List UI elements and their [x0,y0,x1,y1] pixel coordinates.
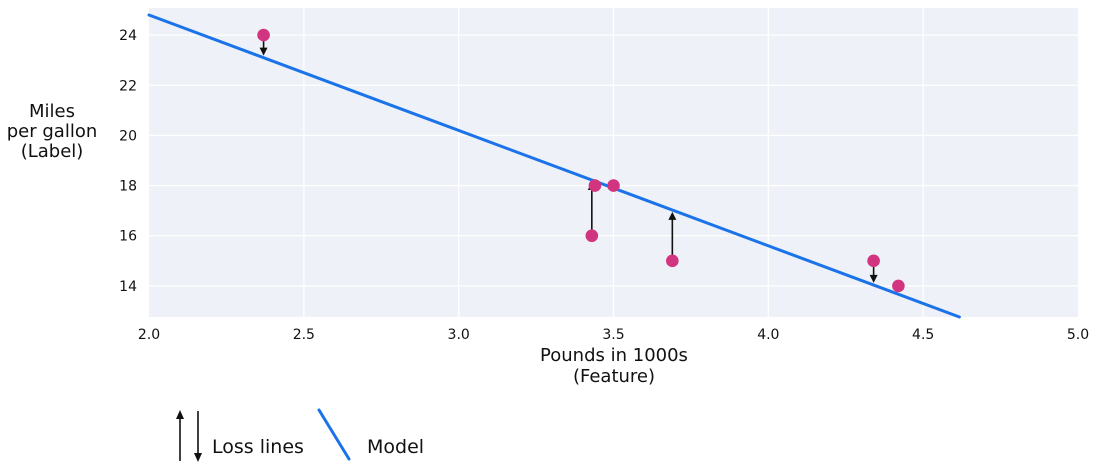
x-tick-label: 2.5 [293,327,315,343]
x-tick-label: 4.5 [912,327,934,343]
x-tick-label: 5.0 [1067,327,1089,343]
x-tick-label: 4.0 [757,327,779,343]
loss-arrowhead [668,211,677,220]
x-axis-label: Pounds in 1000s (Feature) [464,345,764,387]
loss-lines-legend-icon [176,410,202,462]
x-tick-label: 3.0 [448,327,470,343]
y-tick-label: 24 [119,28,137,44]
data-point [666,254,679,268]
loss-arrowhead [259,47,268,56]
legend-label-loss-lines: Loss lines [212,436,304,458]
x-axis-label-line: (Feature) [572,366,656,387]
y-axis-label-line: per gallon [6,121,98,142]
y-axis-label-line: (Label) [20,141,84,162]
data-point [588,179,602,192]
x-axis-label-line: Pounds in 1000s [540,345,688,366]
data-point [585,229,599,243]
y-axis-label-line: Miles [29,101,75,122]
data-point [892,279,905,293]
data-point [257,28,270,42]
y-tick-label: 20 [119,128,137,144]
scatter-plot-canvas: 2.0 2.5 3.0 3.5 4.0 4.5 5.0 14 16 18 20 22 24 [119,8,1089,343]
data-point [607,179,620,192]
model-line [147,13,961,319]
y-tick-label: 14 [119,279,137,295]
loss-arrowhead [869,274,878,283]
model-legend-icon [317,408,351,461]
y-tick-label: 22 [119,78,137,94]
data-point [867,254,880,268]
y-tick-label: 18 [119,179,137,195]
legend-label-model: Model [367,436,425,458]
x-tick-label: 3.5 [602,327,624,343]
x-tick-label: 2.0 [138,327,160,343]
y-tick-label: 16 [119,229,137,245]
y-axis-label: Miles per gallon (Label) [0,102,104,162]
